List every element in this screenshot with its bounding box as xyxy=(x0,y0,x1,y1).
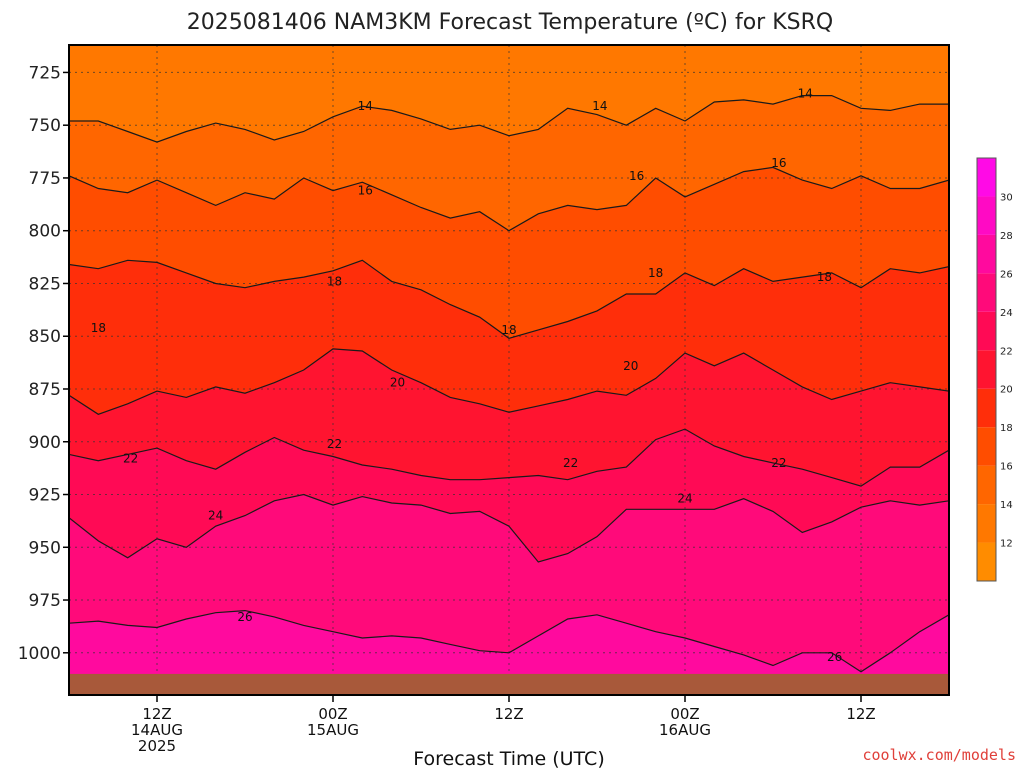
contour-label-20: 20 xyxy=(623,359,638,373)
contour-label-14: 14 xyxy=(358,99,373,113)
y-tick-label-775: 775 xyxy=(29,169,61,189)
x-tick-label-time: 12Z xyxy=(142,705,171,723)
credit-text: coolwx.com/models xyxy=(862,746,1016,764)
y-tick-label-850: 850 xyxy=(29,327,61,347)
contour-label-14: 14 xyxy=(592,99,607,113)
contour-26 xyxy=(69,609,949,673)
y-tick-label-950: 950 xyxy=(29,538,61,558)
colorbar-swatch-24 xyxy=(977,273,996,312)
colorbar-swatch-18 xyxy=(977,388,996,428)
contour-label-26: 26 xyxy=(827,650,842,664)
contour-20 xyxy=(69,348,949,415)
colorbar-tick-label-22: 22 xyxy=(1000,346,1013,357)
colorbar-frame xyxy=(976,157,997,582)
contour-label-24: 24 xyxy=(208,509,223,523)
contour-label-20: 20 xyxy=(390,376,405,390)
contour-label-18: 18 xyxy=(91,321,106,335)
grid-lines xyxy=(69,45,949,695)
colorbar-tick-label-24: 24 xyxy=(1000,308,1013,319)
y-axis: 725 750 775 800 825 850 875 900 925 950 975 1000 xyxy=(18,63,69,664)
colorbar-swatch-10 xyxy=(977,542,996,581)
colorbar-swatch-28 xyxy=(977,196,996,235)
x-tick-label-date: 14AUG xyxy=(131,721,183,739)
x-tick-label-time: 12Z xyxy=(494,705,523,723)
colorbar-swatch-20 xyxy=(977,350,996,389)
colorbar: 12 14 16 18 20 22 24 26 28 30 xyxy=(976,157,1013,582)
x-tick-label-date: 15AUG xyxy=(307,721,359,739)
colorbar-tick-label-30: 30 xyxy=(1000,192,1013,203)
contour-14 xyxy=(69,94,949,143)
y-tick-label-875: 875 xyxy=(29,380,61,400)
temperature-bands xyxy=(69,45,949,695)
x-tick-label-time: 00Z xyxy=(318,705,347,723)
y-tick-label-975: 975 xyxy=(29,591,61,611)
colorbar-swatch-26 xyxy=(977,234,996,274)
y-tick-label-825: 825 xyxy=(29,274,61,294)
contour-label-14: 14 xyxy=(798,87,813,101)
colorbar-tick-label-14: 14 xyxy=(1000,500,1013,511)
contour-label-22: 22 xyxy=(771,456,786,470)
y-tick-label-900: 900 xyxy=(29,433,61,453)
x-tick-label-year: 2025 xyxy=(138,737,176,755)
colorbar-tick-label-28: 28 xyxy=(1000,231,1013,242)
colorbar-swatch-30 xyxy=(977,158,996,197)
colorbar-swatch-14 xyxy=(977,465,996,505)
y-tick-label-925: 925 xyxy=(29,486,61,506)
contour-16 xyxy=(69,166,949,232)
contour-labels: 14 14 14 16 16 16 18 18 18 18 18 20 20 22 22 22 22 24 24 26… xyxy=(91,87,843,664)
contour-label-22: 22 xyxy=(123,452,138,466)
contour-label-22: 22 xyxy=(327,437,342,451)
x-tick-label-time: 12Z xyxy=(846,705,875,723)
chart-title: 2025081406 NAM3KM Forecast Temperature (… xyxy=(187,10,833,35)
contour-24 xyxy=(69,493,949,563)
contour-label-18: 18 xyxy=(501,323,516,337)
x-axis-label: Forecast Time (UTC) xyxy=(413,748,604,768)
colorbar-tick-label-18: 18 xyxy=(1000,423,1013,434)
y-tick-label-800: 800 xyxy=(29,222,61,242)
contour-lines xyxy=(69,94,949,673)
colorbar-tick-label-26: 26 xyxy=(1000,269,1013,280)
contour-22 xyxy=(69,428,949,487)
contour-label-26: 26 xyxy=(237,610,252,624)
contour-label-18: 18 xyxy=(817,270,832,284)
colorbar-tick-label-16: 16 xyxy=(1000,462,1013,473)
contour-label-18: 18 xyxy=(648,266,663,280)
contour-label-22: 22 xyxy=(563,456,578,470)
colorbar-tick-label-12: 12 xyxy=(1000,539,1013,550)
colorbar-swatch-22 xyxy=(977,311,996,351)
colorbar-swatch-12 xyxy=(977,504,996,543)
y-tick-label-1000: 1000 xyxy=(18,644,61,664)
contour-label-16: 16 xyxy=(629,169,644,183)
x-tick-label-date: 16AUG xyxy=(659,721,711,739)
contour-18 xyxy=(69,259,949,339)
x-tick-label-time: 00Z xyxy=(670,705,699,723)
contour-label-24: 24 xyxy=(677,492,692,506)
y-tick-label-725: 725 xyxy=(29,63,61,83)
plot-area: 14 14 14 16 16 16 18 18 18 18 18 20 20 22 22 22 22 24 24 26… xyxy=(69,45,949,695)
colorbar-tick-label-20: 20 xyxy=(1000,385,1013,396)
contour-label-16: 16 xyxy=(771,156,786,170)
colorbar-swatch-16 xyxy=(977,427,996,466)
ground-layer xyxy=(69,673,949,695)
y-tick-label-750: 750 xyxy=(29,116,61,136)
contour-label-18: 18 xyxy=(327,274,342,288)
contour-label-16: 16 xyxy=(358,184,373,198)
